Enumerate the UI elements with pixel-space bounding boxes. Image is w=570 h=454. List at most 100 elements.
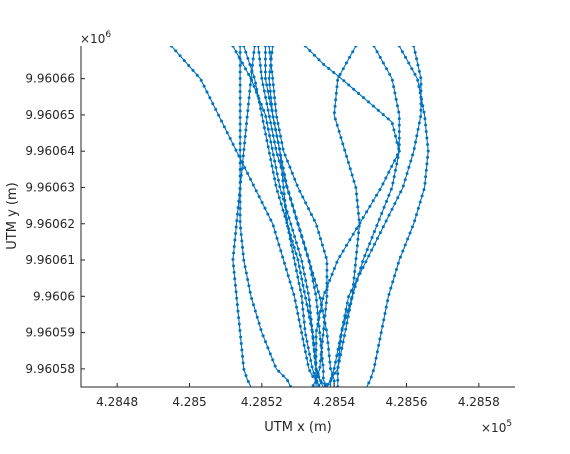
trajectory-point bbox=[341, 327, 344, 330]
trajectory-point bbox=[315, 381, 318, 384]
trajectory-point bbox=[282, 374, 285, 377]
trajectory-point bbox=[316, 305, 319, 308]
trajectory-point bbox=[240, 348, 243, 351]
trajectory-point bbox=[377, 344, 380, 347]
trajectory-point bbox=[387, 117, 390, 120]
trajectory-point bbox=[262, 83, 265, 86]
trajectory-point bbox=[335, 92, 338, 95]
trajectory-point bbox=[425, 169, 428, 172]
trajectory-point bbox=[293, 235, 296, 238]
trajectory-point bbox=[390, 188, 393, 191]
trajectory-point bbox=[423, 111, 426, 114]
trajectory-point bbox=[370, 249, 373, 252]
trajectory-point bbox=[415, 213, 418, 216]
trajectory-point bbox=[240, 167, 243, 170]
trajectory-point bbox=[250, 70, 253, 73]
trajectory-point bbox=[415, 57, 418, 60]
trajectory-point bbox=[342, 341, 345, 344]
trajectory-point bbox=[331, 273, 334, 276]
trajectory-point bbox=[342, 67, 345, 70]
trajectory-point bbox=[336, 366, 339, 369]
trajectory-point bbox=[335, 261, 338, 264]
trajectory-point bbox=[413, 219, 416, 222]
trajectory-point bbox=[304, 279, 307, 282]
trajectory-point bbox=[273, 177, 276, 180]
trajectory-point bbox=[241, 62, 244, 65]
trajectory-point bbox=[272, 153, 275, 156]
trajectory-point bbox=[305, 340, 308, 343]
trajectory-point bbox=[362, 96, 365, 99]
trajectory-point bbox=[327, 383, 330, 386]
trajectory-point bbox=[234, 232, 237, 235]
x-tick-label: 4.2852 bbox=[241, 395, 283, 409]
trajectory-point bbox=[271, 358, 274, 361]
trajectory-point bbox=[292, 257, 295, 260]
trajectory-point bbox=[264, 115, 267, 118]
trajectory-point bbox=[322, 327, 325, 330]
trajectory-point bbox=[247, 284, 250, 287]
trajectory-point bbox=[243, 166, 246, 169]
trajectory-point bbox=[292, 293, 295, 296]
trajectory-point bbox=[291, 172, 294, 175]
trajectory-point bbox=[387, 194, 390, 197]
trajectory-point bbox=[425, 137, 428, 140]
trajectory-point bbox=[302, 266, 305, 269]
trajectory-point bbox=[377, 109, 380, 112]
trajectory-point bbox=[302, 314, 305, 317]
trajectory-point bbox=[336, 379, 339, 382]
trajectory-point bbox=[409, 160, 412, 163]
trajectory-point bbox=[310, 213, 313, 216]
trajectory-point bbox=[285, 218, 288, 221]
trajectory-point bbox=[404, 244, 407, 247]
trajectory-point bbox=[239, 142, 242, 145]
trajectory-point bbox=[211, 102, 214, 105]
trajectory-point bbox=[366, 248, 369, 251]
trajectory-point bbox=[388, 214, 391, 217]
trajectory-point bbox=[338, 130, 341, 133]
trajectory-point bbox=[290, 287, 293, 290]
trajectory-point bbox=[235, 226, 238, 229]
trajectory-point bbox=[283, 199, 286, 202]
trajectory-point bbox=[262, 120, 265, 123]
trajectory-line bbox=[305, 46, 399, 387]
trajectory-point bbox=[317, 372, 320, 375]
trajectory-point bbox=[354, 45, 357, 48]
trajectory-point bbox=[255, 88, 258, 91]
trajectory-line bbox=[269, 46, 327, 387]
trajectory-point bbox=[336, 79, 339, 82]
trajectory-point bbox=[315, 348, 318, 351]
trajectory-point bbox=[395, 98, 398, 101]
trajectory-point bbox=[251, 64, 254, 67]
trajectory-point bbox=[239, 97, 242, 100]
trajectory-point bbox=[325, 262, 328, 265]
trajectory-point bbox=[345, 155, 348, 158]
trajectory-point bbox=[309, 267, 312, 270]
trajectory-point bbox=[268, 77, 271, 80]
y-tick-label: 9.96058 bbox=[25, 362, 75, 376]
trajectory-point bbox=[394, 135, 397, 138]
trajectory-point bbox=[239, 336, 242, 339]
trajectory-point bbox=[303, 273, 306, 276]
trajectory-point bbox=[296, 258, 299, 261]
trajectory-point bbox=[391, 280, 394, 283]
trajectory-point bbox=[220, 120, 223, 123]
trajectory-point bbox=[326, 285, 329, 288]
trajectory-point bbox=[231, 45, 234, 48]
trajectory-point bbox=[417, 85, 420, 88]
trajectory-point bbox=[308, 316, 311, 319]
trajectory-point bbox=[419, 96, 422, 99]
trajectory-point bbox=[424, 182, 427, 185]
trajectory-point bbox=[223, 125, 226, 128]
trajectory-point bbox=[395, 162, 398, 165]
trajectory-point bbox=[248, 63, 251, 66]
trajectory-point bbox=[419, 115, 422, 118]
trajectory-point bbox=[296, 184, 299, 187]
trajectory-point bbox=[257, 51, 260, 54]
trajectory-point bbox=[283, 262, 286, 265]
trajectory-point bbox=[348, 238, 351, 241]
y-exponent-label: ×106 bbox=[80, 30, 111, 46]
trajectory-point bbox=[248, 90, 251, 93]
trajectory-point bbox=[239, 90, 242, 93]
trajectory-point bbox=[391, 122, 394, 125]
trajectory-point bbox=[297, 223, 300, 226]
